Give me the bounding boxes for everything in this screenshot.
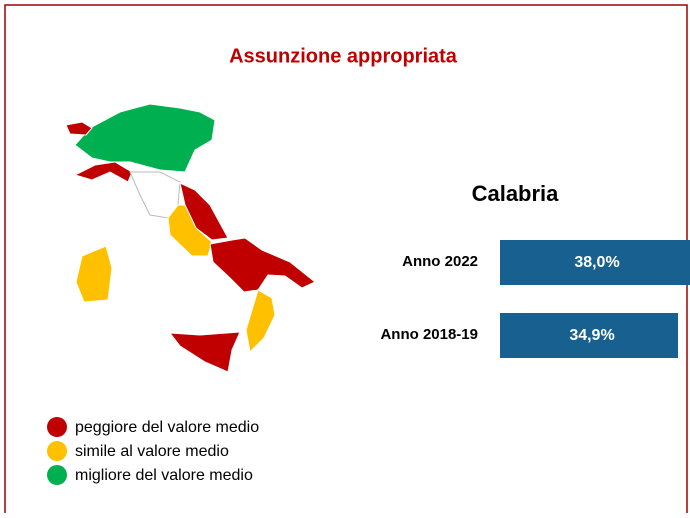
legend-swatch bbox=[47, 465, 67, 485]
map-liguria bbox=[73, 161, 133, 183]
map-aosta bbox=[65, 121, 93, 136]
row-value: 38,0% bbox=[574, 254, 619, 271]
legend-swatch bbox=[47, 441, 67, 461]
region: Calabria bbox=[472, 181, 560, 206]
value-box bbox=[500, 240, 690, 285]
map-north bbox=[74, 103, 216, 173]
legend-label: peggiore del valore medio bbox=[75, 419, 259, 436]
map-south bbox=[209, 237, 316, 293]
row-label: Anno 2022 bbox=[402, 253, 478, 270]
value-box bbox=[500, 313, 678, 358]
map bbox=[65, 103, 316, 373]
map-lazio bbox=[167, 204, 213, 257]
row-value: 34,9% bbox=[569, 327, 614, 344]
map-tuscany bbox=[129, 171, 181, 219]
row-label: Anno 2018-19 bbox=[380, 326, 478, 343]
map-sicily bbox=[168, 331, 241, 373]
title: Assunzione appropriata bbox=[229, 45, 458, 67]
legend-label: migliore del valore medio bbox=[75, 467, 253, 484]
map-sardinia bbox=[75, 245, 113, 303]
legend-swatch bbox=[47, 417, 67, 437]
legend-label: simile al valore medio bbox=[75, 443, 229, 460]
map-calabria bbox=[245, 289, 276, 354]
